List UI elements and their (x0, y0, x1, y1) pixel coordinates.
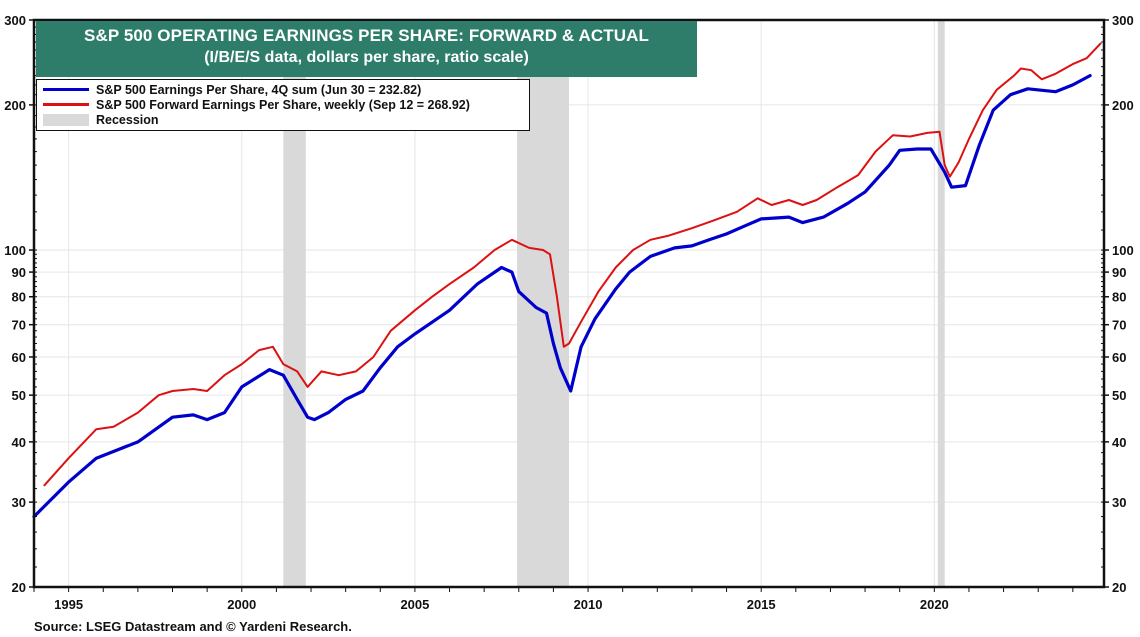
x-tick-label: 1995 (54, 597, 83, 612)
x-tick-label: 2005 (400, 597, 429, 612)
x-tick-label: 2020 (920, 597, 949, 612)
x-tick-label: 2010 (574, 597, 603, 612)
y-tick-label: 30 (1112, 495, 1126, 510)
y-tick-label: 40 (1112, 435, 1126, 450)
eps-actual-line (32, 73, 1092, 519)
eps-forward-line (43, 42, 1102, 487)
y-tick-label: 90 (1112, 265, 1126, 280)
y-tick-label: 100 (4, 243, 26, 258)
legend-item-recession: Recession (43, 112, 529, 127)
x-tick-label: 2000 (227, 597, 256, 612)
plot-frame (32, 18, 1106, 589)
y-tick-label: 30 (12, 495, 26, 510)
y-tick-label: 300 (1112, 13, 1134, 28)
y-tick-label: 70 (12, 318, 26, 333)
y-tick-label: 40 (12, 435, 26, 450)
y-tick-label: 200 (4, 98, 26, 113)
y-axis-right: 20 30 40 50 60 70 80 90 100 200 300 (1101, 13, 1134, 595)
y-tick-label: 90 (12, 265, 26, 280)
chart-title: S&P 500 OPERATING EARNINGS PER SHARE: FO… (84, 26, 649, 45)
legend-label: S&P 500 Earnings Per Share, 4Q sum (Jun … (96, 82, 422, 97)
y-axis-left: 20 30 40 50 60 70 80 90 100 200 300 (4, 13, 37, 595)
x-tick-label: 2015 (747, 597, 776, 612)
legend-label: S&P 500 Forward Earnings Per Share, week… (96, 97, 470, 112)
legend-item-eps: S&P 500 Earnings Per Share, 4Q sum (Jun … (43, 82, 529, 97)
y-tick-label: 20 (1112, 580, 1126, 595)
y-tick-label: 50 (12, 388, 26, 403)
y-tick-label: 20 (12, 580, 26, 595)
y-tick-label: 50 (1112, 388, 1126, 403)
legend-label: Recession (96, 112, 159, 127)
x-axis: 1995 2000 2005 2010 2015 2020 (33, 587, 1074, 612)
source-note: Source: LSEG Datastream and © Yardeni Re… (34, 619, 352, 634)
y-tick-label: 100 (1112, 243, 1134, 258)
y-tick-label: 200 (1112, 98, 1134, 113)
y-tick-label: 80 (1112, 290, 1126, 305)
legend-item-forward-eps: S&P 500 Forward Earnings Per Share, week… (43, 97, 529, 112)
y-tick-label: 300 (4, 13, 26, 28)
y-tick-label: 80 (12, 290, 26, 305)
chart-title-box: S&P 500 OPERATING EARNINGS PER SHARE: FO… (36, 21, 697, 77)
recession-band (937, 20, 945, 587)
y-tick-label: 70 (1112, 318, 1126, 333)
recession-band (283, 20, 306, 587)
legend-swatch-blue-line (43, 88, 89, 91)
legend: S&P 500 Earnings Per Share, 4Q sum (Jun … (36, 79, 530, 131)
legend-swatch-recession (43, 113, 89, 126)
legend-swatch-red-line (43, 103, 89, 106)
y-tick-label: 60 (12, 350, 26, 365)
y-tick-label: 60 (1112, 350, 1126, 365)
chart-subtitle: (I/B/E/S data, dollars per share, ratio … (204, 49, 529, 66)
data-series (32, 42, 1102, 519)
